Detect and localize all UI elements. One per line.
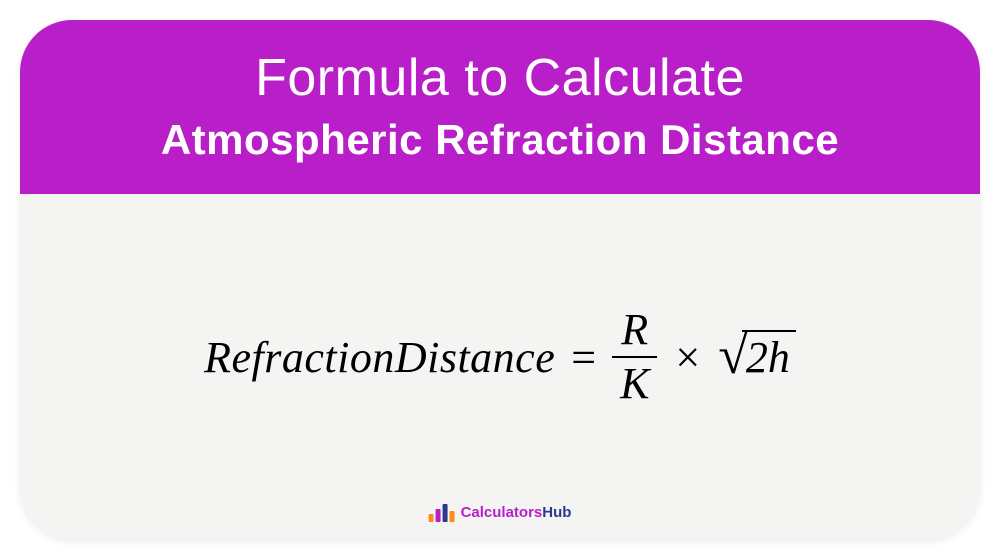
radicand: 2h — [742, 330, 796, 382]
brand-name-part1: Calculators — [461, 504, 543, 521]
formula-expression: RefractionDistance = R K × √ 2h — [204, 308, 796, 406]
card-body: RefractionDistance = R K × √ 2h Calculat… — [20, 194, 980, 540]
brand-name: CalculatorsHub — [461, 504, 572, 521]
formula-card: Formula to Calculate Atmospheric Refract… — [20, 20, 980, 540]
equals-sign: = — [565, 332, 602, 383]
multiply-sign: × — [667, 332, 708, 383]
card-header: Formula to Calculate Atmospheric Refract… — [20, 20, 980, 194]
radical-symbol: √ — [718, 328, 748, 382]
square-root: √ 2h — [718, 330, 796, 384]
brand-logo: CalculatorsHub — [429, 502, 572, 522]
header-title-line1: Formula to Calculate — [60, 48, 940, 108]
fraction-numerator: R — [613, 308, 656, 356]
fraction-denominator: K — [612, 356, 657, 406]
formula-lhs: RefractionDistance — [204, 332, 555, 383]
fraction: R K — [612, 308, 657, 406]
header-title-line2: Atmospheric Refraction Distance — [60, 116, 940, 164]
brand-name-part2: Hub — [542, 504, 571, 521]
bar-chart-icon — [429, 502, 455, 522]
